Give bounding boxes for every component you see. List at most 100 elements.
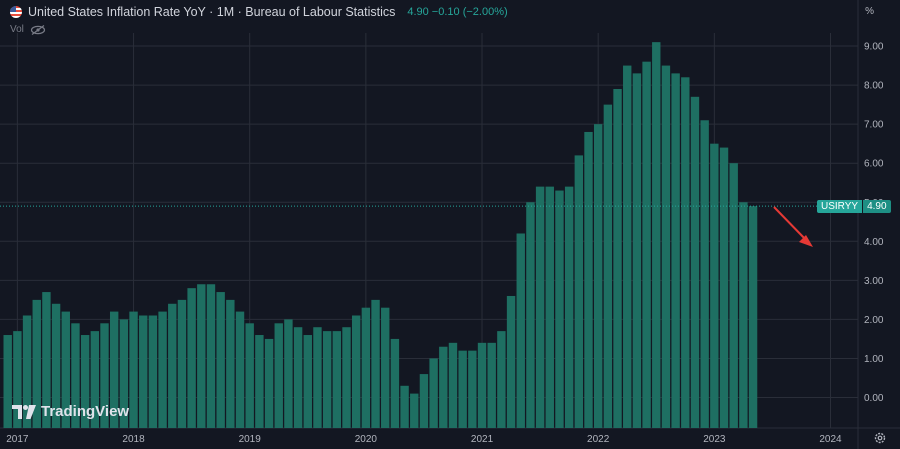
tradingview-logo-icon xyxy=(12,404,36,419)
inflation-bar xyxy=(100,323,109,428)
inflation-bar xyxy=(206,284,216,428)
last-change-value: 4.90 −0.10 (−2.00%) xyxy=(407,6,508,18)
price-badge: USIRYY 4.90 xyxy=(817,200,891,213)
inflation-bar xyxy=(168,303,177,428)
inflation-bar xyxy=(351,315,361,428)
inflation-bar xyxy=(332,331,342,428)
y-axis: 9.008.007.006.005.004.003.002.001.000.00 xyxy=(864,42,884,404)
y-tick-label: 0.00 xyxy=(864,393,884,404)
inflation-bar xyxy=(371,299,380,429)
inflation-bar xyxy=(574,155,584,428)
inflation-bar xyxy=(603,104,613,429)
inflation-bar xyxy=(400,385,409,428)
x-tick-label: 2020 xyxy=(355,434,378,445)
x-tick-label: 2023 xyxy=(703,434,726,445)
inflation-bar xyxy=(652,42,661,429)
inflation-bar xyxy=(458,350,467,428)
inflation-bar xyxy=(468,350,477,428)
logo-text: TradingView xyxy=(41,403,130,420)
inflation-bar xyxy=(429,358,438,428)
inflation-bar xyxy=(410,393,419,428)
inflation-bar xyxy=(71,323,80,428)
badge-symbol: USIRYY xyxy=(817,200,863,213)
y-tick-label: 4.00 xyxy=(864,237,884,248)
y-tick-label: 7.00 xyxy=(864,120,884,131)
x-tick-label: 2018 xyxy=(122,434,145,445)
volume-toggle[interactable]: Vol xyxy=(10,24,46,35)
x-tick-label: 2021 xyxy=(471,434,494,445)
y-tick-label: 9.00 xyxy=(864,42,884,53)
chart-header: United States Inflation Rate YoY · 1M · … xyxy=(10,5,508,19)
x-tick-label: 2024 xyxy=(819,434,842,445)
x-tick-label: 2019 xyxy=(239,434,262,445)
settings-gear-icon[interactable] xyxy=(874,432,886,444)
vol-label: Vol xyxy=(10,24,24,35)
inflation-bar xyxy=(61,311,70,428)
inflation-bar xyxy=(361,307,371,428)
inflation-bar xyxy=(322,331,332,428)
inflation-bar xyxy=(642,61,651,429)
x-tick-label: 2022 xyxy=(587,434,610,445)
tradingview-logo[interactable]: TradingView xyxy=(12,403,129,420)
inflation-bar xyxy=(487,342,496,428)
inflation-bar xyxy=(235,311,245,428)
inflation-bar xyxy=(303,335,312,428)
inflation-bar xyxy=(748,206,758,428)
eye-hidden-icon[interactable] xyxy=(30,24,46,35)
inflation-bar xyxy=(90,331,100,428)
inflation-bar xyxy=(313,327,322,428)
inflation-bar xyxy=(158,311,167,428)
inflation-bar xyxy=(700,120,709,428)
y-tick-label: 8.00 xyxy=(864,81,884,92)
inflation-bar xyxy=(719,147,729,428)
inflation-bar xyxy=(51,303,61,428)
inflation-bar xyxy=(671,73,680,428)
x-tick-label: 2017 xyxy=(6,434,29,445)
inflation-bar xyxy=(255,335,264,428)
inflation-bar xyxy=(564,186,574,428)
inflation-bar xyxy=(506,295,516,428)
inflation-bar xyxy=(342,327,351,428)
inflation-bar xyxy=(390,338,400,428)
inflation-bar xyxy=(148,315,158,428)
us-flag-icon xyxy=(10,6,22,18)
inflation-bar xyxy=(729,163,738,428)
bar-series xyxy=(3,42,758,429)
trend-arrow-icon xyxy=(773,206,813,247)
inflation-bar xyxy=(545,186,554,428)
inflation-bar xyxy=(439,346,448,428)
inflation-bar xyxy=(226,299,235,429)
inflation-bar xyxy=(284,319,293,428)
inflation-bar xyxy=(32,299,41,429)
y-tick-label: 6.00 xyxy=(864,159,884,170)
inflation-bar xyxy=(177,299,187,429)
inflation-bar xyxy=(526,202,535,428)
inflation-bar xyxy=(535,186,545,428)
badge-value: 4.90 xyxy=(863,200,891,213)
inflation-bar xyxy=(584,131,593,428)
inflation-bar xyxy=(80,335,90,428)
inflation-bar xyxy=(419,374,429,428)
inflation-bar xyxy=(381,307,390,428)
inflation-bar xyxy=(448,342,458,428)
inflation-bar xyxy=(555,190,564,428)
x-axis: 2017 2018 2019 2020 2021 2022 2023 2024 xyxy=(6,434,842,445)
inflation-bar xyxy=(245,323,254,428)
y-tick-label: 1.00 xyxy=(864,354,884,365)
inflation-bar xyxy=(690,96,700,428)
inflation-bar xyxy=(109,311,119,428)
inflation-bar xyxy=(139,315,148,428)
inflation-bar xyxy=(516,233,525,428)
inflation-bar xyxy=(3,335,12,428)
inflation-bar xyxy=(187,288,196,428)
axis-unit-label: % xyxy=(865,6,874,17)
chart-title: United States Inflation Rate YoY · 1M · … xyxy=(28,5,396,19)
inflation-bar xyxy=(593,124,603,429)
inflation-bar xyxy=(710,143,719,428)
inflation-bar xyxy=(739,202,748,428)
inflation-bar xyxy=(497,331,506,428)
inflation-bar xyxy=(632,73,642,428)
inflation-bar xyxy=(129,311,138,428)
inflation-bar xyxy=(293,327,303,428)
